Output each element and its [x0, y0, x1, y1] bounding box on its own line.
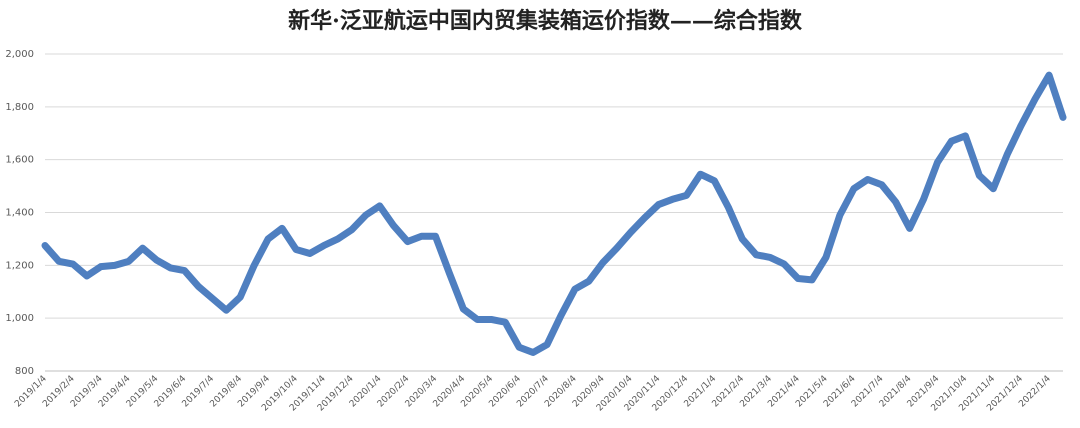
y-tick-label: 1,400: [5, 208, 34, 219]
y-tick-label: 1,200: [5, 260, 34, 271]
chart-title: 新华·泛亚航运中国内贸集装箱运价指数——综合指数: [288, 8, 803, 34]
y-tick-label: 1,000: [5, 313, 34, 324]
y-tick-label: 1,600: [5, 155, 34, 166]
data-line: [41, 71, 1067, 357]
y-tick-label: 800: [15, 366, 34, 377]
y-tick-label: 2,000: [5, 49, 34, 60]
y-tick-label: 1,800: [5, 102, 34, 113]
